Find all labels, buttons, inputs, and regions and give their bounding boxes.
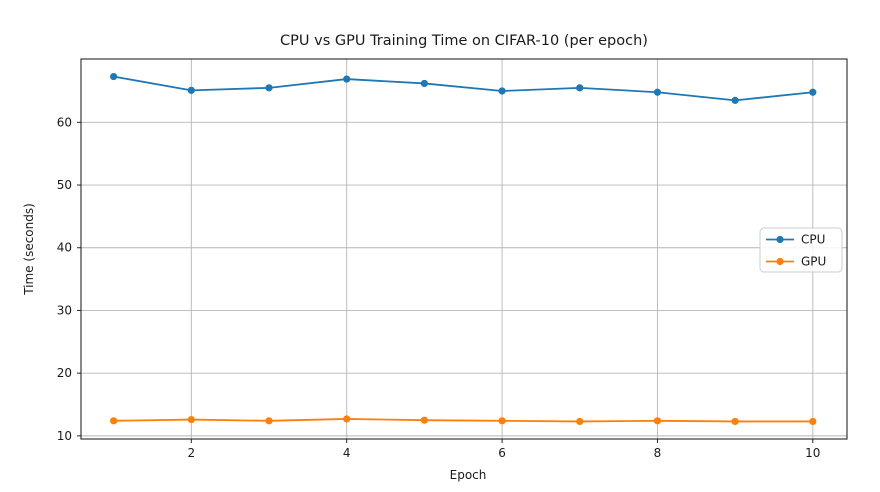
data-point-gpu — [187, 415, 195, 424]
series-line-gpu — [113, 418, 813, 423]
y-tick-label: 20 — [57, 366, 72, 380]
data-point-cpu — [498, 87, 506, 95]
legend-label-gpu: GPU — [801, 255, 826, 269]
x-tick-label: 2 — [187, 446, 195, 460]
data-point-gpu — [653, 417, 662, 425]
data-point-cpu — [809, 88, 817, 96]
data-point-gpu — [343, 415, 351, 423]
data-point-gpu — [420, 416, 428, 424]
data-point-gpu — [809, 417, 817, 426]
chart-title: CPU vs GPU Training Time on CIFAR-10 (pe… — [280, 33, 648, 49]
x-tick-label: 10 — [805, 446, 820, 460]
x-tick-label: 8 — [654, 446, 662, 460]
data-point-gpu — [576, 417, 584, 426]
data-point-cpu — [265, 84, 273, 92]
series-line-cpu — [113, 75, 813, 102]
gridlines — [81, 59, 847, 439]
y-tick-label: 60 — [57, 115, 72, 129]
data-point-gpu — [265, 417, 273, 425]
y-tick-label: 30 — [57, 303, 72, 317]
data-point-gpu — [498, 417, 506, 425]
plot-frame — [80, 58, 848, 440]
data-point-cpu — [653, 88, 662, 96]
data-point-cpu — [343, 75, 351, 83]
data-point-cpu — [731, 96, 739, 104]
x-axis-label: Epoch — [450, 468, 487, 482]
data-point-gpu — [110, 417, 118, 425]
legend-marker — [776, 235, 784, 244]
data-point-cpu — [187, 86, 195, 94]
axes-spines — [80, 58, 848, 440]
data-point-cpu — [576, 84, 584, 92]
x-tick-label: 6 — [498, 446, 506, 460]
x-tick-label: 4 — [343, 446, 351, 460]
data-point-gpu — [731, 417, 739, 426]
legend-label-cpu: CPU — [801, 233, 825, 247]
data-point-cpu — [420, 79, 428, 88]
data-point-cpu — [110, 72, 118, 81]
legend: CPU GPU — [759, 227, 843, 273]
y-axis-label: Time (seconds) — [22, 203, 36, 296]
axis-ticks: 2 4 6 8 10 10 20 30 40 50 60 — [57, 115, 821, 460]
data-series — [110, 72, 817, 426]
y-tick-label: 50 — [57, 178, 72, 192]
legend-marker — [776, 257, 784, 266]
y-tick-label: 10 — [57, 429, 72, 443]
y-tick-label: 40 — [57, 241, 72, 255]
